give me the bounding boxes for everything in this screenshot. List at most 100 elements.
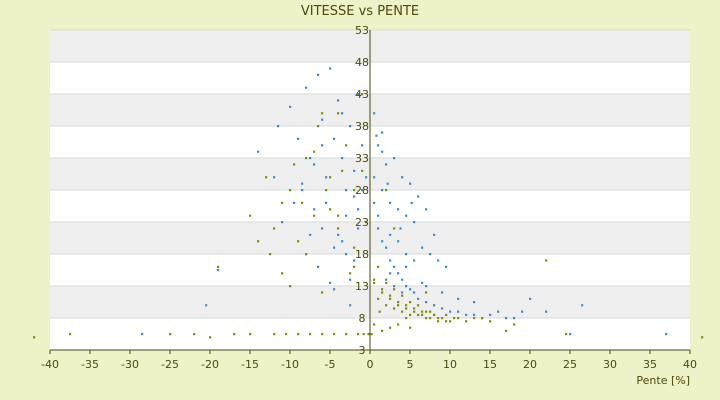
data-point-series-2 (409, 326, 412, 329)
data-point-series-2 (381, 329, 384, 332)
data-point-series-2 (473, 317, 476, 320)
data-point-series-1 (325, 176, 328, 179)
data-points (33, 67, 704, 339)
data-point-series-1 (317, 265, 320, 268)
data-point-series-1 (345, 253, 348, 256)
data-point-series-1 (353, 195, 356, 198)
data-point-series-2 (405, 307, 408, 310)
data-point-series-1 (405, 214, 408, 217)
data-point-series-2 (433, 313, 436, 316)
data-point-series-2 (217, 265, 220, 268)
data-point-series-1 (281, 221, 284, 224)
data-point-series-2 (273, 333, 276, 336)
data-point-series-1 (321, 227, 324, 230)
data-point-series-2 (377, 265, 380, 268)
data-point-series-1 (373, 176, 376, 179)
data-point-series-1 (393, 285, 396, 288)
data-point-series-2 (249, 333, 252, 336)
data-point-series-1 (429, 253, 432, 256)
data-point-series-1 (309, 233, 312, 236)
chart-title: VITESSE vs PENTE (301, 4, 419, 19)
data-point-series-2 (449, 320, 452, 323)
data-point-series-1 (473, 301, 476, 304)
data-point-series-2 (441, 317, 444, 320)
y-tick-label: 33 (355, 152, 369, 165)
data-point-series-2 (301, 201, 304, 204)
data-point-series-1 (410, 201, 413, 204)
data-point-series-1 (389, 233, 392, 236)
data-point-series-2 (297, 333, 300, 336)
data-point-series-2 (353, 246, 356, 249)
data-point-series-2 (289, 189, 292, 192)
data-point-series-2 (405, 317, 408, 320)
data-point-series-1 (409, 182, 412, 185)
data-point-series-1 (325, 201, 328, 204)
data-point-series-2 (421, 310, 424, 313)
data-point-series-1 (389, 259, 392, 262)
data-point-series-1 (397, 272, 400, 275)
data-point-series-1 (413, 291, 416, 294)
data-point-series-2 (437, 317, 440, 320)
data-point-series-2 (337, 112, 340, 115)
data-point-series-2 (397, 304, 400, 307)
data-point-series-2 (425, 317, 428, 320)
data-point-series-1 (375, 134, 378, 137)
data-point-series-2 (389, 294, 392, 297)
data-point-series-1 (437, 259, 440, 262)
x-tick-label: 35 (643, 358, 657, 371)
data-point-series-1 (386, 182, 389, 185)
data-point-series-2 (421, 313, 424, 316)
x-tick-label: 20 (523, 358, 537, 371)
data-point-series-2 (367, 333, 370, 336)
data-point-series-1 (433, 304, 436, 307)
data-point-series-2 (313, 150, 316, 153)
data-point-series-1 (445, 265, 448, 268)
data-point-series-1 (513, 317, 516, 320)
data-point-series-1 (441, 307, 444, 310)
data-point-series-1 (409, 288, 412, 291)
x-tick-label: -20 (201, 358, 219, 371)
data-point-series-1 (425, 208, 428, 211)
data-point-series-2 (193, 333, 196, 336)
data-point-series-2 (365, 221, 368, 224)
x-tick-labels: -40 -35 -30 -25 -20 -15 -10 -5 0 5 10 15 20 25 30 35 40 (41, 350, 697, 371)
data-point-series-1 (377, 214, 380, 217)
x-tick-label: -40 (41, 358, 59, 371)
data-point-series-1 (141, 333, 144, 336)
data-point-series-2 (341, 169, 344, 172)
data-point-series-1 (433, 233, 436, 236)
x-tick-label: 0 (367, 358, 374, 371)
x-tick-label: 25 (563, 358, 577, 371)
data-point-series-2 (329, 208, 332, 211)
data-point-series-2 (385, 189, 388, 192)
data-point-series-1 (389, 201, 392, 204)
data-point-series-2 (425, 310, 428, 313)
data-point-series-2 (377, 297, 380, 300)
data-point-series-1 (345, 214, 348, 217)
data-point-series-1 (381, 240, 384, 243)
data-point-series-1 (377, 144, 380, 147)
y-tick-label: 8 (359, 312, 366, 325)
data-point-series-2 (337, 214, 340, 217)
x-tick-label: 15 (483, 358, 497, 371)
data-point-series-2 (429, 310, 432, 313)
data-point-series-2 (209, 336, 212, 339)
data-point-series-2 (69, 333, 72, 336)
data-point-series-2 (413, 310, 416, 313)
data-point-series-1 (473, 313, 476, 316)
data-point-series-2 (357, 333, 360, 336)
data-point-series-1 (217, 269, 220, 272)
data-point-series-2 (281, 272, 284, 275)
data-point-series-2 (293, 163, 296, 166)
data-point-series-1 (405, 285, 408, 288)
data-point-series-1 (405, 253, 408, 256)
data-point-series-2 (309, 333, 312, 336)
data-point-series-1 (397, 208, 400, 211)
data-point-series-2 (409, 301, 412, 304)
data-point-series-2 (401, 294, 404, 297)
data-point-series-2 (370, 333, 373, 336)
data-point-series-2 (393, 288, 396, 291)
data-point-series-2 (373, 278, 376, 281)
data-point-series-1 (389, 272, 392, 275)
data-point-series-1 (301, 182, 304, 185)
